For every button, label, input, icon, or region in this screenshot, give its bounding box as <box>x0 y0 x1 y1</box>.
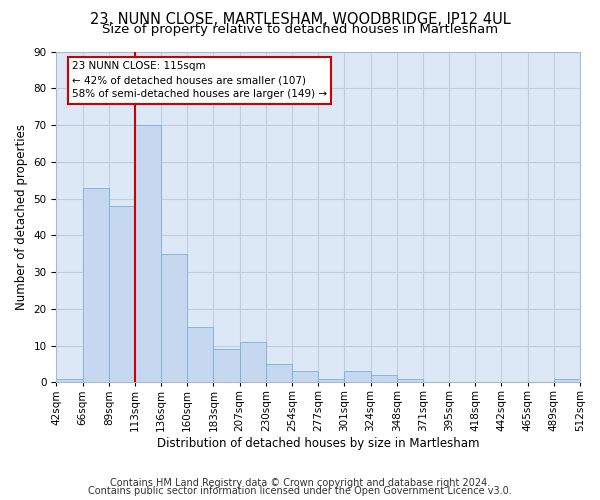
Bar <box>239 342 266 382</box>
Bar <box>397 378 423 382</box>
Bar <box>56 378 83 382</box>
Text: Size of property relative to detached houses in Martlesham: Size of property relative to detached ho… <box>102 22 498 36</box>
Y-axis label: Number of detached properties: Number of detached properties <box>15 124 28 310</box>
Bar <box>214 350 239 382</box>
Text: Contains HM Land Registry data © Crown copyright and database right 2024.: Contains HM Land Registry data © Crown c… <box>110 478 490 488</box>
Bar <box>554 378 580 382</box>
Bar <box>371 375 397 382</box>
Text: 23 NUNN CLOSE: 115sqm
← 42% of detached houses are smaller (107)
58% of semi-det: 23 NUNN CLOSE: 115sqm ← 42% of detached … <box>72 62 327 100</box>
Bar <box>292 372 318 382</box>
Bar <box>266 364 292 382</box>
X-axis label: Distribution of detached houses by size in Martlesham: Distribution of detached houses by size … <box>157 437 479 450</box>
Bar <box>344 372 371 382</box>
Bar <box>161 254 187 382</box>
Bar <box>187 327 214 382</box>
Text: 23, NUNN CLOSE, MARTLESHAM, WOODBRIDGE, IP12 4UL: 23, NUNN CLOSE, MARTLESHAM, WOODBRIDGE, … <box>89 12 511 28</box>
Bar <box>109 206 135 382</box>
Bar <box>135 125 161 382</box>
Bar <box>83 188 109 382</box>
Text: Contains public sector information licensed under the Open Government Licence v3: Contains public sector information licen… <box>88 486 512 496</box>
Bar <box>318 378 344 382</box>
